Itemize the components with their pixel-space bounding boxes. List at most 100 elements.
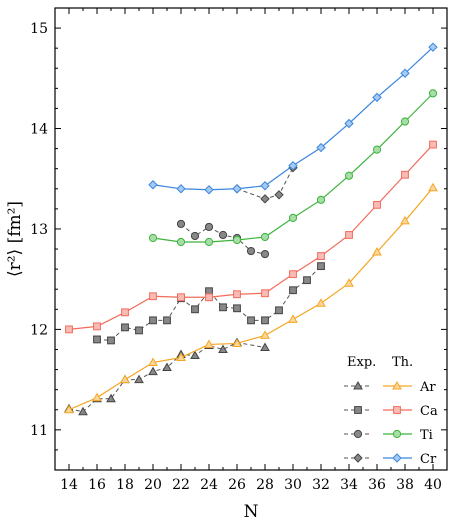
legend-th-marker	[392, 429, 402, 439]
th-point-cr	[372, 92, 382, 103]
y-tick-label: 15	[30, 21, 48, 37]
x-tick-label: 34	[340, 477, 358, 493]
legend-th-marker	[393, 406, 401, 414]
exp-point-ar	[134, 374, 144, 384]
th-point-ar	[316, 298, 326, 307]
th-point-cr	[148, 180, 158, 190]
exp-point-ca	[275, 306, 283, 315]
exp-point-ca	[93, 335, 101, 344]
y-axis-title: ⟨r²⟩ [fm²]	[5, 201, 25, 277]
th-point-ca	[317, 252, 325, 260]
exp-point-ca	[149, 316, 157, 325]
y-tick-label: 13	[30, 222, 48, 238]
th-point-cr	[232, 184, 242, 194]
th-point-ti	[232, 235, 242, 245]
legend-exp-marker	[353, 429, 363, 439]
legend-exp-marker	[354, 406, 362, 414]
legend: Exp. Th. Ar Ca Ti Cr	[344, 355, 438, 467]
th-point-cr	[400, 68, 410, 78]
series-ar	[64, 182, 438, 416]
series-cr	[148, 42, 438, 204]
x-tick-label: 18	[116, 477, 134, 493]
th-point-ca	[289, 270, 297, 279]
exp-point-ca	[219, 303, 227, 312]
th-point-ar	[232, 338, 242, 347]
exp-line-ca	[96, 265, 322, 341]
th-point-ca	[65, 325, 73, 334]
th-point-ar	[176, 352, 186, 362]
exp-point-ar	[78, 406, 88, 416]
th-point-ti	[372, 145, 382, 154]
exp-point-ti	[190, 231, 200, 241]
exp-point-ar	[106, 393, 116, 403]
legend-label-ti: Ti	[420, 428, 433, 443]
exp-point-ca	[303, 276, 311, 285]
th-point-ar	[260, 330, 270, 339]
exp-point-ca	[289, 286, 297, 295]
th-point-ti	[148, 233, 158, 243]
exp-line-cr	[236, 167, 294, 200]
legend-label-ca: Ca	[420, 404, 438, 419]
th-point-ca	[121, 308, 129, 317]
y-tick-label: 11	[30, 423, 48, 439]
exp-point-ti	[218, 230, 228, 240]
th-point-ar	[400, 215, 410, 225]
exp-point-ar	[218, 344, 228, 353]
exp-point-ca	[247, 316, 255, 325]
series-ca	[65, 140, 437, 345]
th-point-ar	[344, 278, 354, 287]
th-point-ar	[148, 357, 158, 367]
exp-point-ar	[148, 366, 158, 376]
th-point-ar	[92, 392, 102, 402]
th-line-ar	[68, 187, 434, 411]
exp-point-ti	[176, 219, 186, 229]
exp-point-ar	[162, 362, 172, 372]
th-point-ti	[428, 89, 438, 98]
th-point-ca	[345, 231, 353, 239]
th-point-ti	[260, 232, 270, 242]
x-tick-label: 26	[228, 477, 246, 493]
x-axis-title: N	[244, 502, 259, 522]
x-tick-label: 36	[368, 477, 386, 493]
exp-point-ti	[260, 249, 270, 259]
th-point-cr	[288, 160, 298, 171]
y-tick-label: 14	[30, 122, 48, 138]
legend-header-th: Th.	[392, 355, 413, 370]
x-tick-label: 28	[256, 477, 274, 493]
exp-point-ca	[233, 304, 241, 313]
th-point-ti	[316, 195, 326, 204]
th-point-ca	[93, 322, 101, 331]
x-tick-label: 22	[172, 477, 190, 493]
th-point-ti	[176, 237, 186, 247]
exp-point-cr	[260, 194, 270, 204]
exp-point-ca	[261, 316, 269, 325]
th-line-ca	[68, 144, 434, 330]
th-point-ti	[204, 237, 214, 247]
th-point-ca	[149, 292, 157, 301]
legend-label-ar: Ar	[419, 380, 436, 395]
legend-exp-marker	[353, 453, 363, 463]
exp-point-ca	[317, 262, 325, 271]
th-point-ca	[233, 290, 241, 299]
exp-point-ca	[191, 305, 199, 314]
legend-exp-marker	[353, 380, 363, 390]
th-point-ar	[120, 374, 130, 384]
exp-point-ar	[190, 350, 200, 360]
th-point-ca	[429, 140, 437, 149]
axis-ticks: 14 16 18 20 22 24 26 28 30 32 34 36 38 40 11 12 13 14 15	[30, 7, 448, 493]
th-point-ca	[401, 170, 409, 179]
x-tick-label: 30	[284, 477, 302, 493]
x-tick-label: 24	[200, 477, 218, 493]
x-tick-label: 14	[60, 477, 78, 493]
th-point-ar	[204, 339, 214, 348]
th-point-cr	[204, 185, 214, 195]
x-tick-label: 38	[396, 477, 414, 493]
exp-point-ca	[163, 316, 171, 325]
th-point-ar	[428, 182, 438, 192]
legend-header-exp: Exp.	[347, 355, 376, 370]
th-point-cr	[344, 118, 354, 129]
th-point-ti	[288, 213, 298, 223]
th-point-cr	[428, 42, 438, 52]
th-point-ca	[205, 293, 213, 302]
